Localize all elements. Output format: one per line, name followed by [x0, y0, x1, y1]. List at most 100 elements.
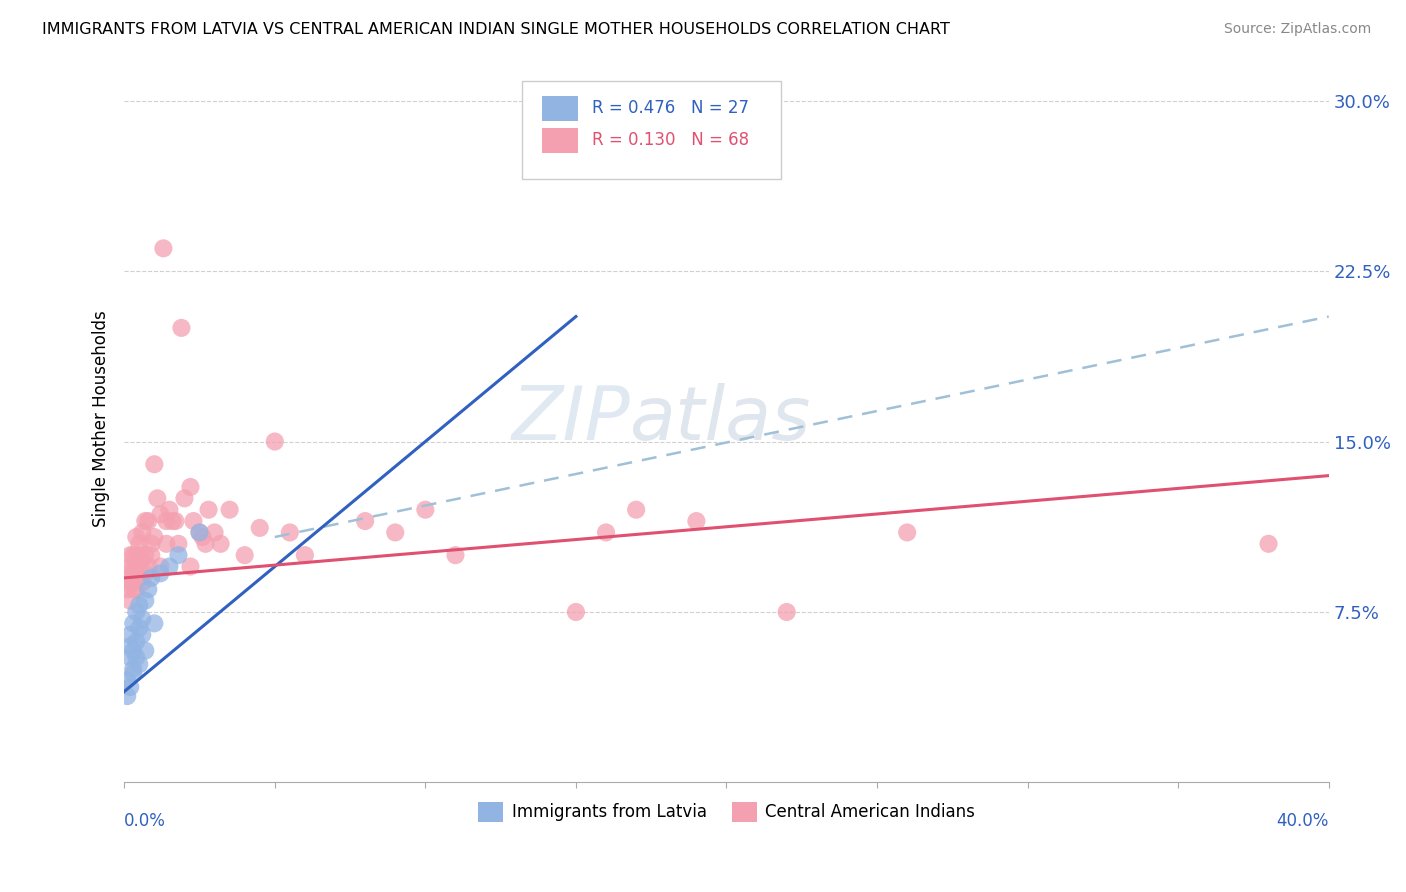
Point: [136, 514, 159, 528]
Point: [595, 525, 617, 540]
Point: [120, 680, 142, 694]
Point: [263, 434, 285, 449]
Point: [444, 548, 467, 562]
Point: [115, 689, 138, 703]
Point: [122, 666, 145, 681]
Point: [149, 559, 172, 574]
Point: [191, 530, 214, 544]
Point: [134, 593, 156, 607]
Point: [162, 514, 184, 528]
Point: [565, 605, 588, 619]
Point: [294, 548, 316, 562]
Point: [122, 643, 145, 657]
Point: [134, 514, 156, 528]
Point: [131, 612, 153, 626]
Point: [141, 537, 163, 551]
Point: [209, 537, 232, 551]
Point: [152, 241, 174, 255]
Point: [134, 643, 156, 657]
Point: [125, 582, 148, 597]
Point: [173, 491, 195, 506]
Text: 40.0%: 40.0%: [1277, 812, 1329, 830]
Point: [136, 559, 159, 574]
Point: [128, 657, 150, 672]
Point: [157, 502, 180, 516]
Point: [179, 559, 201, 574]
Point: [128, 621, 150, 635]
FancyBboxPatch shape: [543, 128, 578, 153]
FancyBboxPatch shape: [543, 95, 578, 120]
Point: [125, 559, 148, 574]
Point: [125, 548, 148, 562]
Text: 0.0%: 0.0%: [124, 812, 166, 830]
Point: [354, 514, 377, 528]
Point: [233, 548, 256, 562]
Point: [120, 575, 142, 590]
Point: [249, 521, 271, 535]
Point: [115, 673, 138, 688]
Point: [624, 502, 647, 516]
Point: [125, 650, 148, 665]
Point: [188, 525, 211, 540]
Point: [115, 571, 138, 585]
Point: [776, 605, 799, 619]
Point: [194, 537, 217, 551]
Point: [167, 548, 190, 562]
Text: ZIP: ZIP: [512, 383, 630, 455]
Point: [146, 491, 169, 506]
Point: [141, 571, 163, 585]
Point: [384, 525, 406, 540]
Legend: Immigrants from Latvia, Central American Indians: Immigrants from Latvia, Central American…: [471, 795, 981, 829]
Point: [131, 628, 153, 642]
Point: [134, 566, 156, 581]
Point: [218, 502, 240, 516]
Point: [125, 530, 148, 544]
Point: [128, 571, 150, 585]
Y-axis label: Single Mother Households: Single Mother Households: [93, 310, 110, 527]
Text: Source: ZipAtlas.com: Source: ZipAtlas.com: [1223, 22, 1371, 37]
Point: [128, 537, 150, 551]
Point: [120, 639, 142, 653]
Point: [157, 559, 180, 574]
Point: [278, 525, 301, 540]
Point: [167, 537, 190, 551]
Point: [136, 582, 159, 597]
Point: [1257, 537, 1279, 551]
Point: [120, 628, 142, 642]
Text: atlas: atlas: [630, 383, 811, 455]
Point: [125, 605, 148, 619]
Text: IMMIGRANTS FROM LATVIA VS CENTRAL AMERICAN INDIAN SINGLE MOTHER HOUSEHOLDS CORRE: IMMIGRANTS FROM LATVIA VS CENTRAL AMERIC…: [42, 22, 950, 37]
Point: [179, 480, 201, 494]
Point: [183, 514, 205, 528]
Point: [143, 616, 166, 631]
Text: R = 0.130   N = 68: R = 0.130 N = 68: [592, 131, 749, 149]
Text: R = 0.476   N = 27: R = 0.476 N = 27: [592, 99, 748, 117]
Point: [685, 514, 707, 528]
Point: [197, 502, 219, 516]
Point: [122, 662, 145, 676]
Point: [120, 593, 142, 607]
Point: [122, 566, 145, 581]
Point: [188, 525, 211, 540]
Point: [415, 502, 437, 516]
Point: [122, 616, 145, 631]
Point: [155, 537, 177, 551]
Point: [120, 650, 142, 665]
Point: [131, 525, 153, 540]
Point: [149, 566, 172, 581]
Point: [131, 552, 153, 566]
Point: [115, 582, 138, 597]
Point: [131, 575, 153, 590]
Point: [122, 559, 145, 574]
Point: [128, 559, 150, 574]
Point: [122, 548, 145, 562]
Point: [165, 514, 187, 528]
Point: [128, 548, 150, 562]
Point: [134, 548, 156, 562]
FancyBboxPatch shape: [522, 80, 780, 178]
Point: [120, 548, 142, 562]
Point: [155, 514, 177, 528]
Point: [141, 548, 163, 562]
Point: [896, 525, 918, 540]
Point: [170, 321, 193, 335]
